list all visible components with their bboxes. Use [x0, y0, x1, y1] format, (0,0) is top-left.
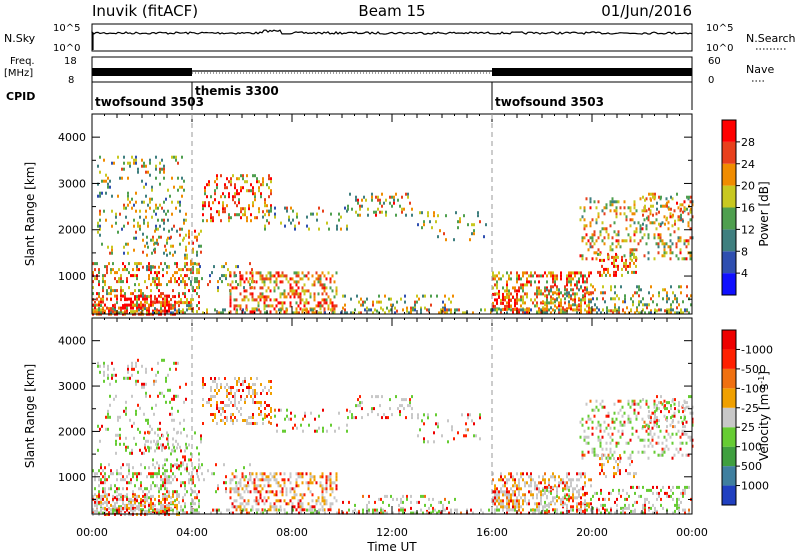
colorbar-tick: -100 [741, 382, 766, 395]
nsky-panel: N.Sky 10^5 10^0 10^5 10^0 N.Search [4, 23, 796, 54]
colorbar-swatch [722, 163, 736, 186]
colorbar-swatch [722, 185, 736, 208]
colorbar-swatch [722, 273, 736, 295]
freq-panel: Freq. [MHz] 18 8 60 0 Nave [4, 56, 774, 86]
date-title: 01/Jun/2016 [601, 2, 692, 20]
nsky-label: N.Sky [4, 32, 36, 45]
xtick-label: 00:00 [676, 526, 708, 539]
colorbar-swatch [722, 446, 736, 467]
xtick-label: 12:00 [376, 526, 408, 539]
ytick-label: 4000 [58, 335, 86, 348]
colorbar-tick: -25 [741, 402, 759, 415]
freq-unit: [MHz] [4, 68, 33, 79]
power-scatter [92, 155, 694, 316]
station-title: Inuvik (fitACF) [92, 2, 198, 20]
ytick-label: 3000 [58, 380, 86, 393]
freq-trace [92, 68, 692, 76]
colorbar-tick: 25 [741, 421, 755, 434]
ytick-label: 3000 [58, 177, 86, 190]
colorbar-tick: 100 [741, 441, 762, 454]
nsearch-tick-top: 10^5 [706, 23, 733, 34]
colorbar-tick: 16 [741, 202, 755, 215]
power-ylabel: Slant Range [km] [23, 162, 37, 266]
cpid-row: CPID twofsound 3503 themis 3300 twofsoun… [6, 82, 693, 110]
colorbar-tick: 4 [741, 267, 748, 280]
freq-tick-bottom: 8 [68, 75, 74, 86]
colorbar-swatch [722, 485, 736, 505]
colorbar-swatch [722, 207, 736, 230]
cpid-label: CPID [6, 90, 35, 103]
ytick-label: 2000 [58, 425, 86, 438]
power-panel: 1000 2000 3000 4000 Slant Range [km] 4 8 12 16… [23, 113, 771, 316]
cpid-segment-2: themis 3300 [195, 84, 279, 98]
nsky-tick-top: 10^5 [53, 23, 80, 34]
colorbar-swatch [722, 120, 736, 142]
freq-tick-top: 18 [64, 56, 77, 67]
ytick-label: 2000 [58, 224, 86, 237]
colorbar-swatch [722, 427, 736, 447]
xtick-label: 00:00 [76, 526, 108, 539]
colorbar-tick: 12 [741, 223, 755, 236]
colorbar-swatch [722, 330, 736, 350]
nsky-tick-bottom: 10^0 [53, 43, 80, 54]
colorbar-swatch [722, 141, 736, 164]
colorbar-swatch [722, 349, 736, 369]
colorbar-swatch [722, 388, 736, 408]
cpid-segment-1: twofsound 3503 [95, 95, 204, 109]
colorbar-tick: -1000 [741, 343, 773, 356]
colorbar-tick: 1000 [741, 480, 769, 493]
velocity-scatter [92, 358, 694, 516]
nsky-trace [91, 29, 693, 50]
ytick-label: 4000 [58, 131, 86, 144]
cpid-segment-3: twofsound 3503 [495, 95, 604, 109]
nsearch-label: N.Search [746, 32, 796, 45]
beam-title: Beam 15 [358, 2, 425, 20]
nsearch-tick-bottom: 10^0 [706, 43, 733, 54]
velocity-cbar-label: Velocity [m s-1] [757, 371, 771, 461]
velocity-ylabel: Slant Range [km] [23, 364, 37, 468]
colorbar-swatch [722, 229, 736, 252]
colorbar-tick: 500 [741, 460, 762, 473]
xtick-label: 08:00 [276, 526, 308, 539]
xtick-label: 04:00 [176, 526, 208, 539]
colorbar-swatch [722, 466, 736, 486]
power-cbar-label: Power [dB] [757, 181, 771, 246]
nave-label: Nave [746, 63, 774, 76]
nave-tick-top: 60 [708, 56, 721, 67]
ytick-label: 1000 [58, 270, 86, 283]
colorbar-tick: -500 [741, 363, 766, 376]
nave-tick-bottom: 0 [708, 75, 714, 86]
freq-label: Freq. [10, 56, 35, 67]
xtick-label: 16:00 [476, 526, 508, 539]
colorbar-tick: 8 [741, 245, 748, 258]
colorbar-tick: 28 [741, 136, 755, 149]
colorbar-swatch [722, 251, 736, 274]
xtick-label: 20:00 [576, 526, 608, 539]
ytick-label: 1000 [58, 471, 86, 484]
velocity-panel: 1000 2000 3000 4000 Slant Range [km] 1000 50… [23, 317, 773, 554]
colorbar-swatch [722, 368, 736, 389]
colorbar-tick: 20 [741, 180, 755, 193]
colorbar-tick: 24 [741, 158, 755, 171]
colorbar-swatch [722, 407, 736, 428]
time-axis-label: Time UT [366, 540, 417, 554]
